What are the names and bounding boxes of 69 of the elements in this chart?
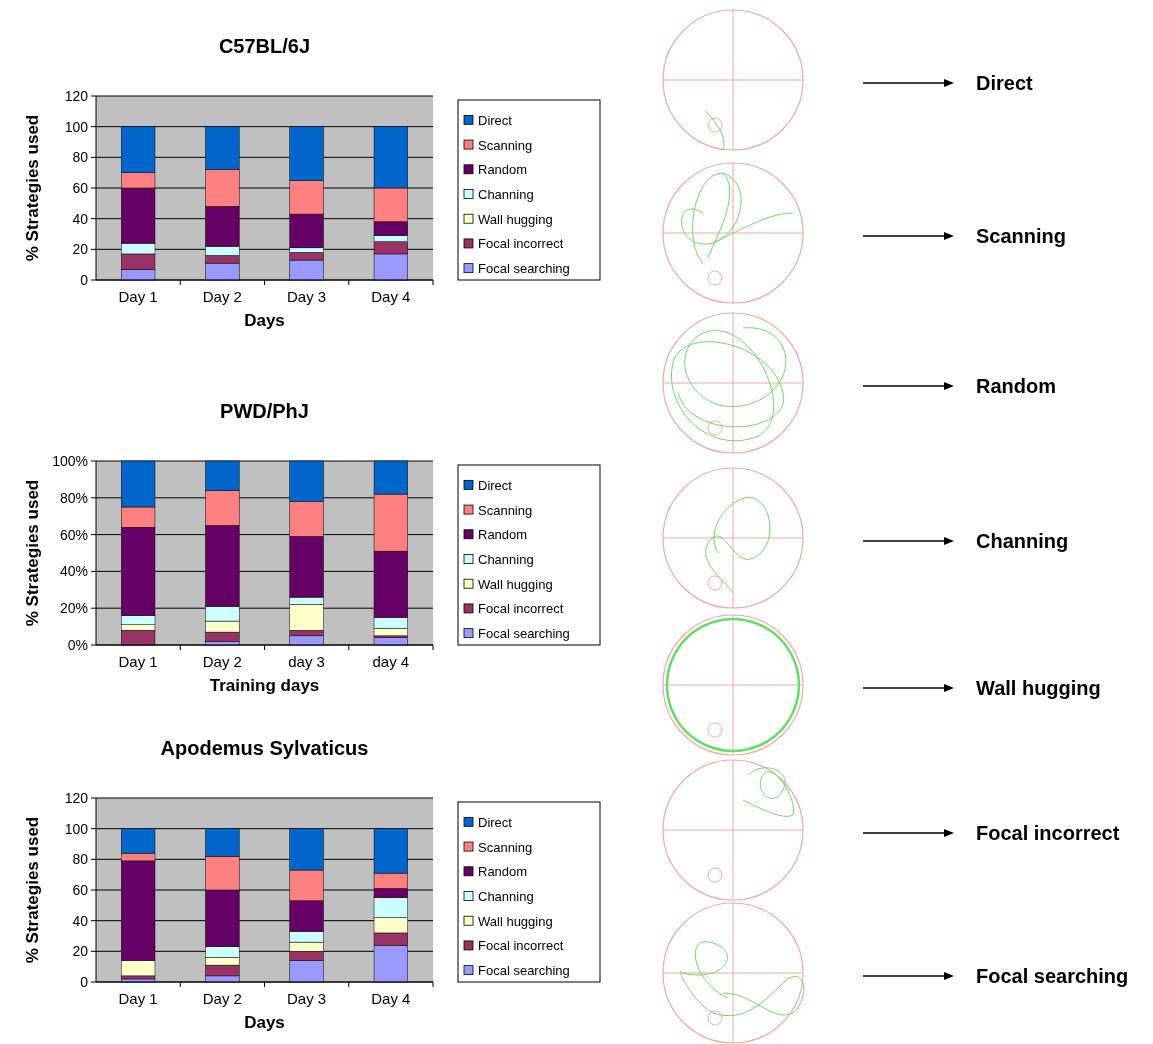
legend-label: Direct — [478, 112, 513, 128]
y-tick-label: 80 — [72, 149, 89, 166]
y-tick-label: 120 — [64, 789, 89, 806]
x-tick-label: day 4 — [372, 653, 410, 670]
chart-title: PWD/PhJ — [220, 400, 309, 422]
legend-label: Random — [478, 527, 528, 543]
legend-label: Focal searching — [478, 261, 570, 277]
y-tick-label: 60 — [72, 179, 89, 196]
y-tick-label: 20 — [72, 943, 89, 960]
legend-label: Scanning — [478, 502, 533, 518]
legend-label: Random — [478, 864, 528, 880]
y-tick-label: 120 — [64, 87, 89, 104]
y-tick-label: 0 — [80, 271, 89, 288]
legend-label: Wall hugging — [478, 576, 553, 592]
legend-label: Random — [478, 162, 528, 178]
legend-label: Focal incorrect — [478, 236, 564, 252]
legend-label: Focal searching — [478, 963, 570, 979]
x-tick-label: Day 1 — [118, 653, 158, 670]
text: Random — [976, 375, 1056, 397]
legend-label: Scanning — [478, 137, 533, 153]
y-tick-label: 40 — [72, 210, 89, 227]
x-tick-label: Day 2 — [202, 288, 242, 305]
x-tick-label: Day 1 — [118, 288, 158, 305]
legend-label: Focal incorrect — [478, 601, 564, 617]
y-axis-title: % Strategies used — [23, 114, 42, 262]
text: Wall hugging — [976, 677, 1101, 699]
legend-label: Wall hugging — [478, 211, 553, 227]
x-tick-label: Day 4 — [371, 288, 411, 305]
y-tick-label: 80% — [59, 489, 88, 506]
legend-label: Channing — [478, 552, 534, 568]
x-tick-label: day 3 — [288, 653, 325, 670]
legend-label: Wall hugging — [478, 913, 553, 929]
text: Scanning — [976, 225, 1067, 247]
y-tick-label: 60% — [59, 526, 88, 543]
legend-label: Focal incorrect — [478, 938, 564, 954]
legend-label: Channing — [478, 889, 534, 905]
x-tick-label: Day 2 — [202, 653, 242, 670]
chart-title: C57BL/6J — [218, 35, 311, 57]
legend-label: Scanning — [478, 839, 533, 855]
legend-label: Direct — [478, 814, 513, 830]
y-tick-label: 100 — [64, 118, 89, 135]
y-axis-title: % Strategies used — [23, 816, 42, 964]
text: Focal incorrect — [976, 822, 1120, 844]
x-tick-label: Day 4 — [371, 990, 411, 1007]
x-tick-label: Day 3 — [287, 288, 327, 305]
legend-label: Channing — [478, 187, 534, 203]
x-tick-label: Day 3 — [287, 990, 327, 1007]
text: Direct — [976, 72, 1034, 94]
y-tick-label: 80 — [72, 851, 89, 868]
y-tick-label: 0 — [80, 973, 89, 990]
x-tick-label: Day 1 — [118, 990, 158, 1007]
y-tick-label: 100% — [52, 452, 88, 469]
y-tick-label: 20% — [59, 600, 88, 617]
x-axis-title: Days — [244, 1013, 285, 1032]
text: Focal searching — [976, 965, 1129, 987]
y-tick-label: 20 — [72, 241, 89, 258]
x-axis-title: Training days — [209, 676, 320, 695]
y-axis-title: % Strategies used — [23, 479, 42, 627]
y-tick-label: 40% — [59, 563, 88, 580]
y-tick-label: 60 — [72, 881, 89, 898]
chart-title: Apodemus Sylvaticus — [160, 737, 369, 759]
y-tick-label: 40 — [72, 912, 89, 929]
x-axis-title: Days — [244, 311, 285, 330]
legend-label: Direct — [478, 477, 513, 493]
y-tick-label: 0% — [67, 636, 88, 653]
x-tick-label: Day 2 — [202, 990, 242, 1007]
legend-label: Focal searching — [478, 626, 570, 642]
y-tick-label: 100 — [64, 820, 89, 837]
text: Channing — [976, 530, 1069, 552]
